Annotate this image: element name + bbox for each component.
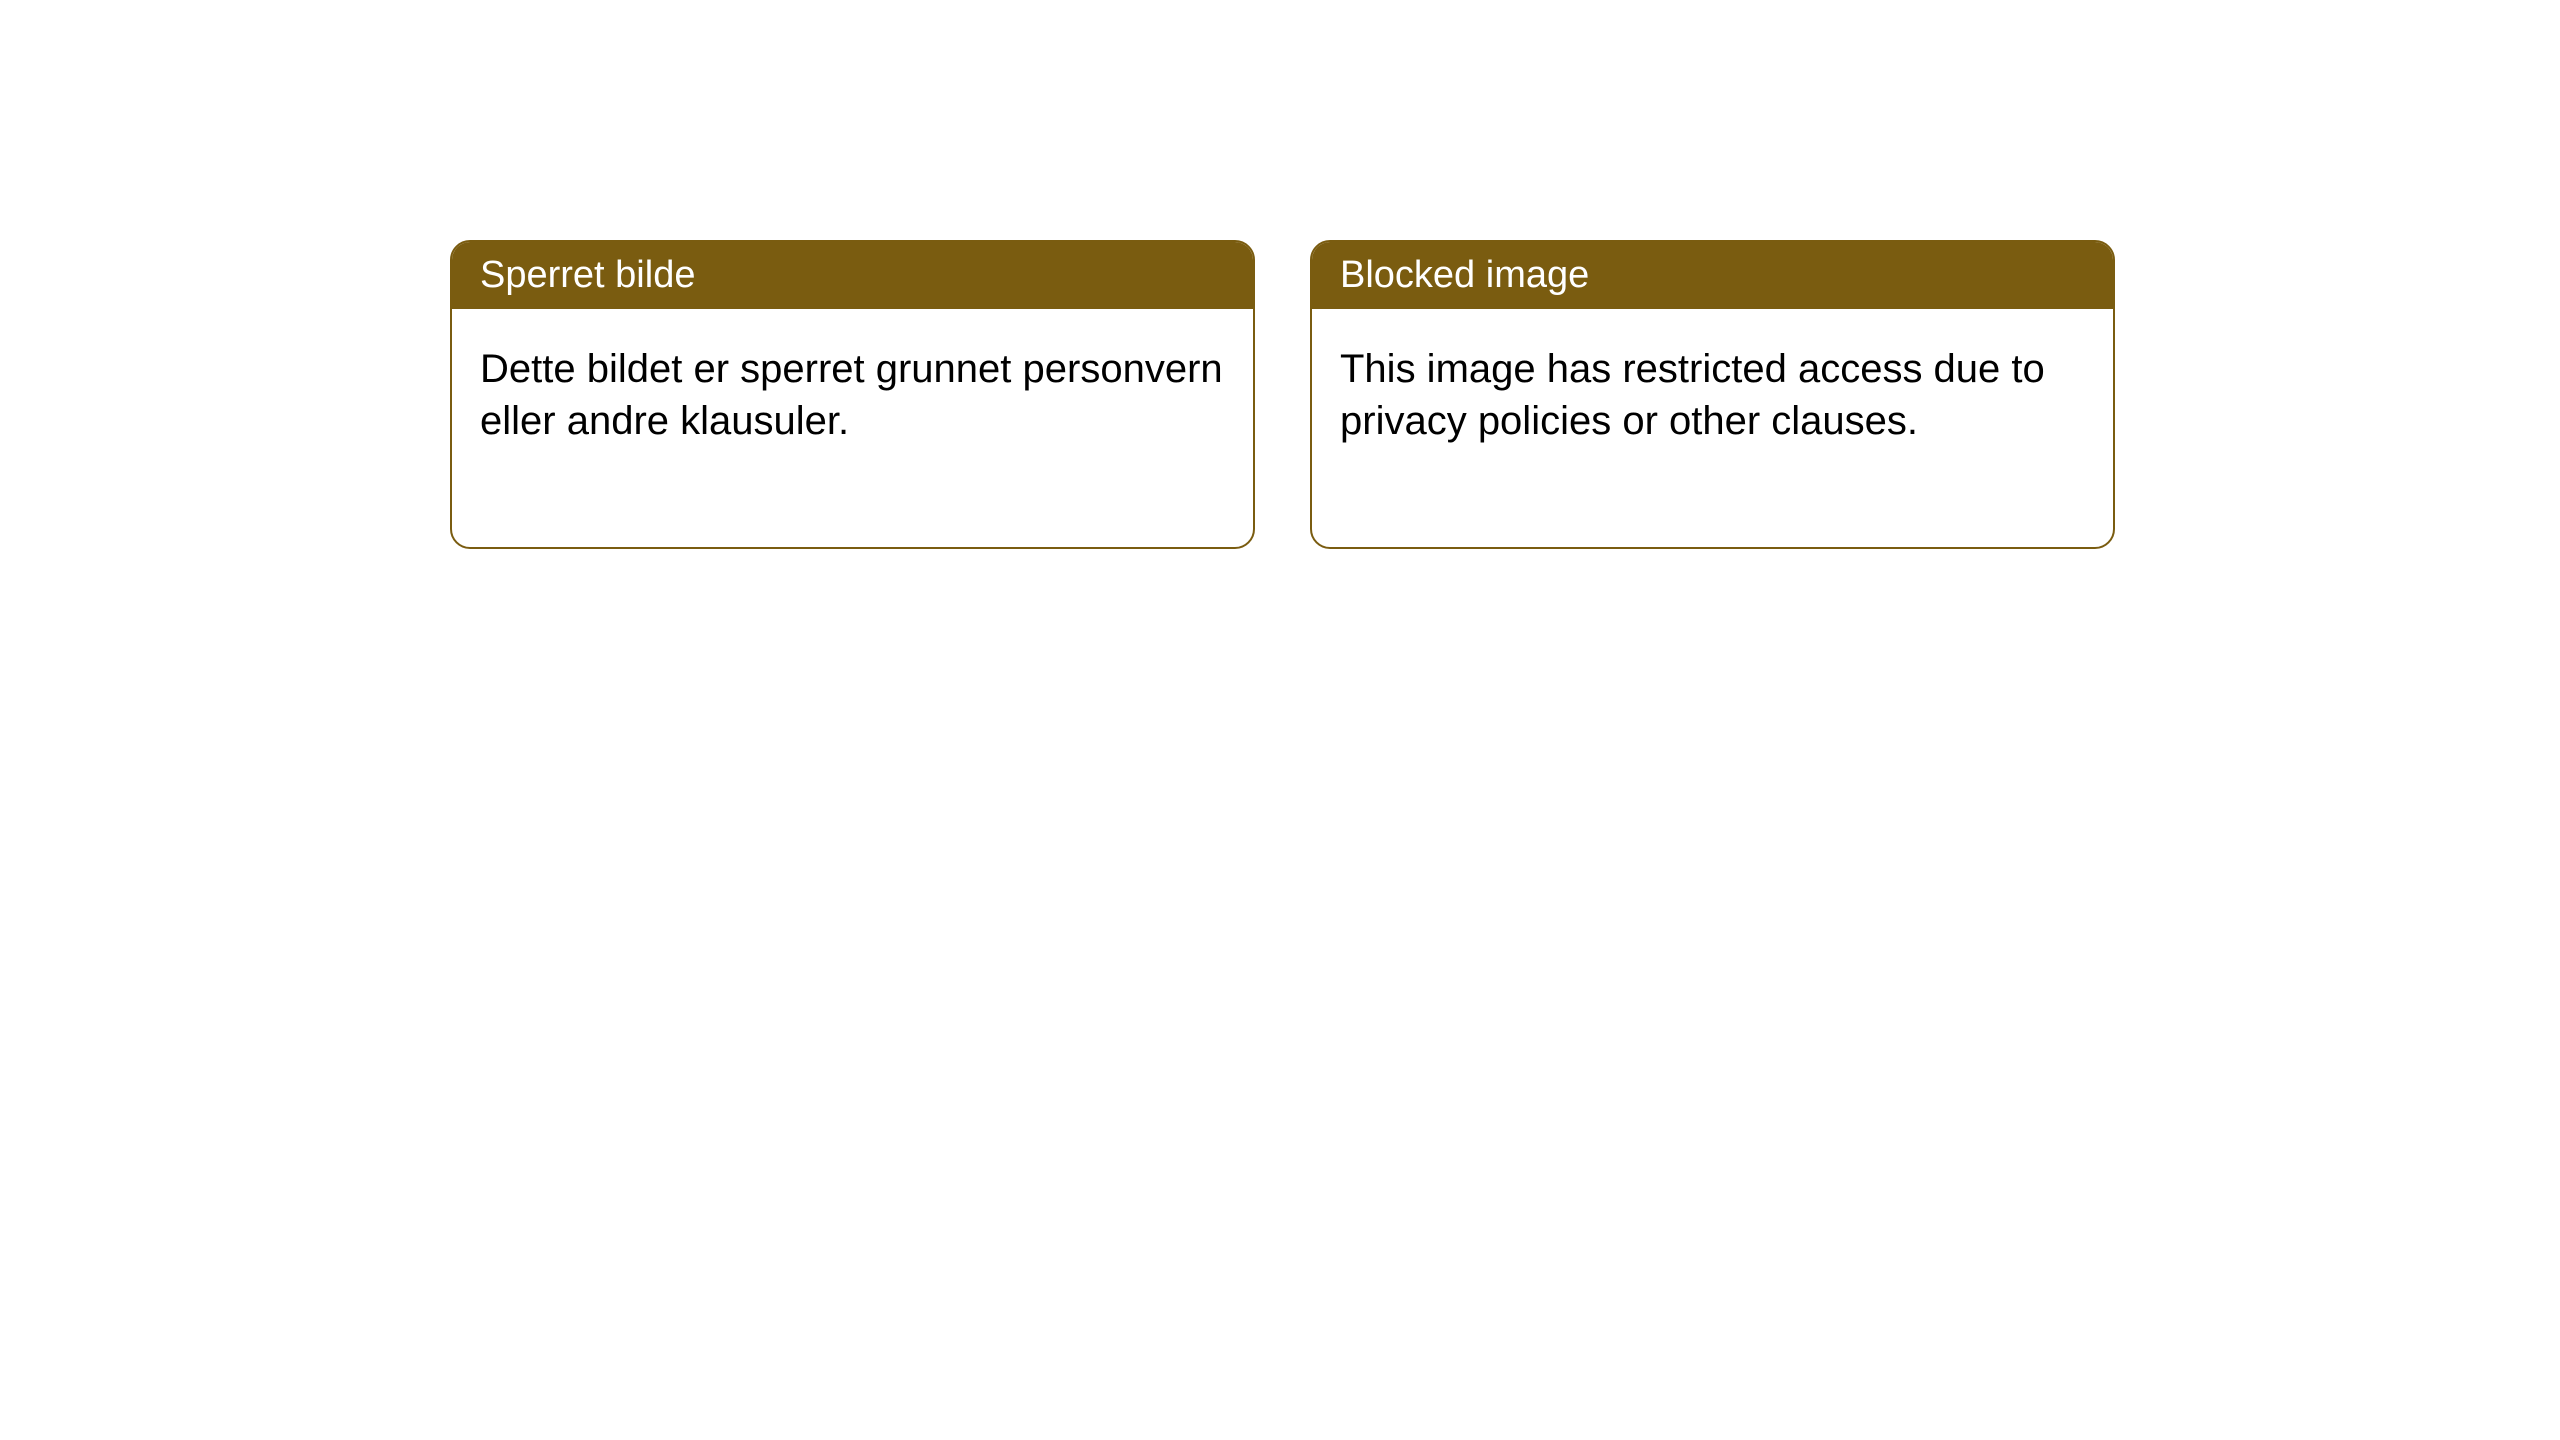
card-body: Dette bildet er sperret grunnet personve… [452, 309, 1253, 547]
card-header: Sperret bilde [452, 242, 1253, 309]
card-header: Blocked image [1312, 242, 2113, 309]
card-title: Blocked image [1340, 254, 1589, 296]
notice-cards-container: Sperret bilde Dette bildet er sperret gr… [450, 240, 2115, 549]
card-body-text: Dette bildet er sperret grunnet personve… [480, 347, 1223, 443]
notice-card-english: Blocked image This image has restricted … [1310, 240, 2115, 549]
card-body-text: This image has restricted access due to … [1340, 347, 2045, 443]
notice-card-norwegian: Sperret bilde Dette bildet er sperret gr… [450, 240, 1255, 549]
card-body: This image has restricted access due to … [1312, 309, 2113, 547]
card-title: Sperret bilde [480, 254, 695, 296]
